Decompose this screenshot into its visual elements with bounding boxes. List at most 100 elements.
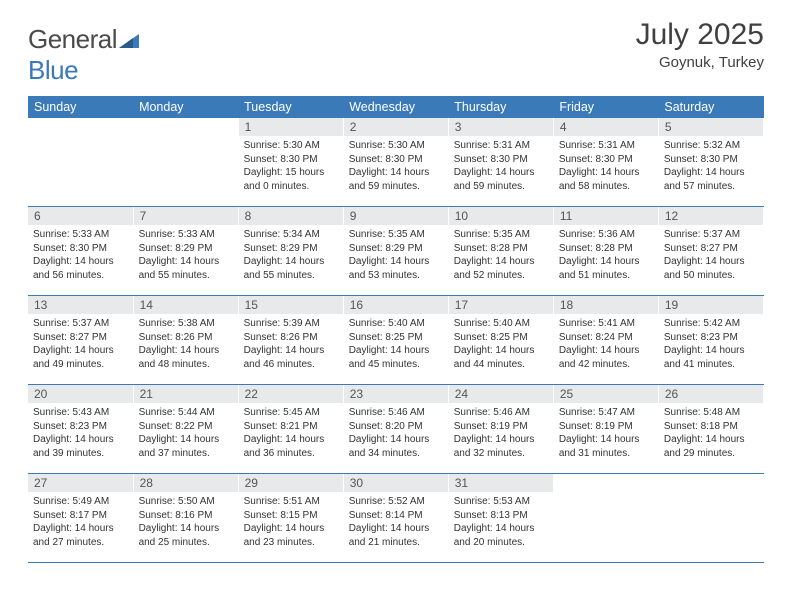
day-sunset: Sunset: 8:27 PM <box>664 242 758 256</box>
day-cell: 3Sunrise: 5:31 AMSunset: 8:30 PMDaylight… <box>448 118 553 207</box>
day-day2: and 57 minutes. <box>664 180 758 194</box>
day-sunset: Sunset: 8:30 PM <box>454 153 548 167</box>
day-number: 17 <box>449 296 553 314</box>
day-day2: and 50 minutes. <box>664 269 758 283</box>
day-body: Sunrise: 5:36 AMSunset: 8:28 PMDaylight:… <box>554 225 658 286</box>
day-number: 23 <box>344 385 448 403</box>
day-day2: and 41 minutes. <box>664 358 758 372</box>
day-body: Sunrise: 5:33 AMSunset: 8:30 PMDaylight:… <box>28 225 133 286</box>
day-number: 16 <box>344 296 448 314</box>
day-day2: and 29 minutes. <box>664 447 758 461</box>
day-body: Sunrise: 5:33 AMSunset: 8:29 PMDaylight:… <box>134 225 238 286</box>
day-day2: and 21 minutes. <box>349 536 443 550</box>
day-body: Sunrise: 5:43 AMSunset: 8:23 PMDaylight:… <box>28 403 133 464</box>
day-body: Sunrise: 5:51 AMSunset: 8:15 PMDaylight:… <box>239 492 343 553</box>
day-day1: Daylight: 14 hours <box>454 344 548 358</box>
day-sunrise: Sunrise: 5:37 AM <box>664 228 758 242</box>
day-day2: and 0 minutes. <box>244 180 338 194</box>
day-number: 21 <box>134 385 238 403</box>
day-sunrise: Sunrise: 5:52 AM <box>349 495 443 509</box>
day-number: 6 <box>28 207 133 225</box>
day-sunset: Sunset: 8:25 PM <box>349 331 443 345</box>
day-sunset: Sunset: 8:16 PM <box>139 509 233 523</box>
day-body: Sunrise: 5:46 AMSunset: 8:20 PMDaylight:… <box>344 403 448 464</box>
day-sunrise: Sunrise: 5:51 AM <box>244 495 338 509</box>
day-sunset: Sunset: 8:20 PM <box>349 420 443 434</box>
day-body: Sunrise: 5:47 AMSunset: 8:19 PMDaylight:… <box>554 403 658 464</box>
day-number: 5 <box>659 118 763 136</box>
day-sunrise: Sunrise: 5:44 AM <box>139 406 233 420</box>
day-sunset: Sunset: 8:23 PM <box>33 420 128 434</box>
day-number: 7 <box>134 207 238 225</box>
day-body: Sunrise: 5:48 AMSunset: 8:18 PMDaylight:… <box>659 403 763 464</box>
day-number: 2 <box>344 118 448 136</box>
day-number: 26 <box>659 385 763 403</box>
day-day1: Daylight: 14 hours <box>454 522 548 536</box>
brand-logo: GeneralBlue <box>28 18 139 86</box>
page-title: July 2025 <box>636 18 764 52</box>
day-number: 3 <box>449 118 553 136</box>
day-cell: 25Sunrise: 5:47 AMSunset: 8:19 PMDayligh… <box>553 385 658 474</box>
day-day1: Daylight: 14 hours <box>244 344 338 358</box>
day-cell: 22Sunrise: 5:45 AMSunset: 8:21 PMDayligh… <box>238 385 343 474</box>
day-cell <box>28 118 133 207</box>
day-sunset: Sunset: 8:30 PM <box>33 242 128 256</box>
day-day2: and 51 minutes. <box>559 269 653 283</box>
week-row: 27Sunrise: 5:49 AMSunset: 8:17 PMDayligh… <box>28 474 764 563</box>
day-body: Sunrise: 5:31 AMSunset: 8:30 PMDaylight:… <box>449 136 553 197</box>
day-sunrise: Sunrise: 5:53 AM <box>454 495 548 509</box>
day-sunset: Sunset: 8:28 PM <box>454 242 548 256</box>
day-sunrise: Sunrise: 5:33 AM <box>33 228 128 242</box>
day-number-empty <box>554 474 658 492</box>
day-day2: and 31 minutes. <box>559 447 653 461</box>
day-day1: Daylight: 15 hours <box>244 166 338 180</box>
day-sunrise: Sunrise: 5:39 AM <box>244 317 338 331</box>
day-sunset: Sunset: 8:24 PM <box>559 331 653 345</box>
day-body: Sunrise: 5:34 AMSunset: 8:29 PMDaylight:… <box>239 225 343 286</box>
day-number: 10 <box>449 207 553 225</box>
day-day1: Daylight: 14 hours <box>664 255 758 269</box>
day-sunrise: Sunrise: 5:36 AM <box>559 228 653 242</box>
day-cell: 17Sunrise: 5:40 AMSunset: 8:25 PMDayligh… <box>448 296 553 385</box>
day-sunset: Sunset: 8:29 PM <box>244 242 338 256</box>
day-day2: and 23 minutes. <box>244 536 338 550</box>
logo-shape-icon <box>119 24 139 55</box>
day-sunrise: Sunrise: 5:47 AM <box>559 406 653 420</box>
day-body: Sunrise: 5:35 AMSunset: 8:29 PMDaylight:… <box>344 225 448 286</box>
day-number-empty <box>134 118 238 136</box>
day-number: 11 <box>554 207 658 225</box>
day-cell: 2Sunrise: 5:30 AMSunset: 8:30 PMDaylight… <box>343 118 448 207</box>
day-day1: Daylight: 14 hours <box>559 166 653 180</box>
day-day2: and 48 minutes. <box>139 358 233 372</box>
day-sunset: Sunset: 8:28 PM <box>559 242 653 256</box>
day-body: Sunrise: 5:37 AMSunset: 8:27 PMDaylight:… <box>28 314 133 375</box>
day-number: 29 <box>239 474 343 492</box>
day-number: 12 <box>659 207 763 225</box>
day-body: Sunrise: 5:31 AMSunset: 8:30 PMDaylight:… <box>554 136 658 197</box>
day-sunset: Sunset: 8:19 PM <box>559 420 653 434</box>
day-sunset: Sunset: 8:13 PM <box>454 509 548 523</box>
day-day1: Daylight: 14 hours <box>244 522 338 536</box>
weekday-header: Wednesday <box>343 96 448 118</box>
day-cell: 4Sunrise: 5:31 AMSunset: 8:30 PMDaylight… <box>553 118 658 207</box>
day-cell: 5Sunrise: 5:32 AMSunset: 8:30 PMDaylight… <box>658 118 763 207</box>
day-sunrise: Sunrise: 5:45 AM <box>244 406 338 420</box>
day-day2: and 36 minutes. <box>244 447 338 461</box>
day-body: Sunrise: 5:30 AMSunset: 8:30 PMDaylight:… <box>344 136 448 197</box>
day-day2: and 39 minutes. <box>33 447 128 461</box>
day-sunrise: Sunrise: 5:30 AM <box>244 139 338 153</box>
header: GeneralBlue July 2025 Goynuk, Turkey <box>28 18 764 86</box>
day-sunrise: Sunrise: 5:40 AM <box>454 317 548 331</box>
week-row: 1Sunrise: 5:30 AMSunset: 8:30 PMDaylight… <box>28 118 764 207</box>
day-sunset: Sunset: 8:29 PM <box>139 242 233 256</box>
day-day1: Daylight: 14 hours <box>244 255 338 269</box>
day-sunrise: Sunrise: 5:50 AM <box>139 495 233 509</box>
day-day2: and 34 minutes. <box>349 447 443 461</box>
day-day1: Daylight: 14 hours <box>454 255 548 269</box>
day-day1: Daylight: 14 hours <box>664 166 758 180</box>
day-cell: 27Sunrise: 5:49 AMSunset: 8:17 PMDayligh… <box>28 474 133 563</box>
day-day2: and 46 minutes. <box>244 358 338 372</box>
day-cell: 13Sunrise: 5:37 AMSunset: 8:27 PMDayligh… <box>28 296 133 385</box>
day-sunrise: Sunrise: 5:31 AM <box>559 139 653 153</box>
day-sunset: Sunset: 8:26 PM <box>139 331 233 345</box>
